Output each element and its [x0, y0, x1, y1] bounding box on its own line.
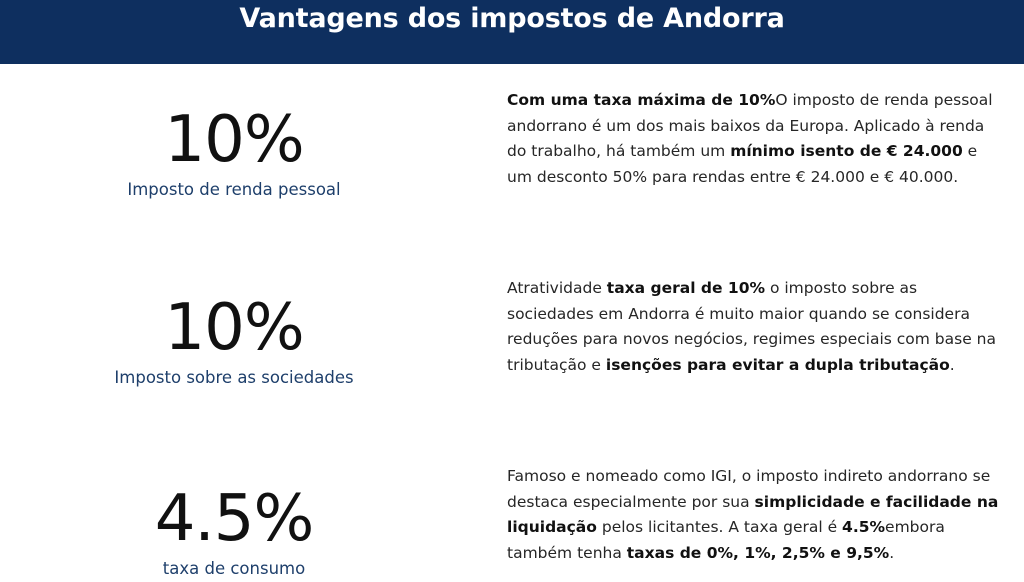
desc-segment: O imposto de renda pessoal andorrano é u…	[507, 91, 993, 160]
tax-description: Com uma taxa máxima de 10%O imposto de r…	[507, 88, 1007, 190]
desc-segment: e um desconto 50% para rendas entre € 24…	[507, 142, 978, 186]
desc-segment: .	[889, 543, 895, 562]
desc-segment: Famoso e nomeado como IGI, o imposto ind…	[507, 467, 991, 511]
stat-caption: taxa de consumo	[162, 559, 306, 578]
desc-segment: Com uma taxa máxima de 10%	[507, 91, 776, 109]
stat-value: 10%	[164, 291, 304, 365]
desc-segment: embora também tenha	[507, 518, 945, 562]
tax-description: Atratividade taxa geral de 10% o imposto…	[507, 276, 1007, 378]
desc-segment: mínimo isento de € 24.000	[730, 142, 963, 160]
desc-segment: isenções para evitar a dupla tributação	[605, 355, 950, 374]
stat-caption: Imposto de renda pessoal	[127, 180, 341, 199]
page-header: Vantagens dos impostos de Andorra	[0, 0, 1024, 64]
desc-segment: Atratividade	[507, 279, 607, 297]
tax-description: Famoso e nomeado como IGI, o imposto ind…	[507, 464, 1007, 566]
page-title: Vantagens dos impostos de Andorra	[239, 3, 785, 34]
desc-segment: simplicidade e facilidade na liquidação	[507, 492, 999, 537]
desc-segment: o imposto sobre as sociedades em Andorra…	[507, 279, 996, 374]
desc-segment: taxas de 0%, 1%, 2,5% e 9,5%	[626, 543, 890, 562]
desc-segment: pelos licitantes. A taxa geral é	[596, 518, 843, 536]
stat-value: 10%	[164, 103, 304, 177]
desc-segment: .	[949, 355, 955, 374]
stat-block: 10% Imposto sobre as sociedades	[14, 296, 454, 387]
stat-block: 10% Imposto de renda pessoal	[14, 108, 454, 199]
stat-caption: Imposto sobre as sociedades	[114, 368, 354, 387]
desc-segment: taxa geral de 10%	[606, 279, 766, 297]
desc-segment: 4.5%	[842, 518, 886, 536]
stat-block: 4.5% taxa de consumo	[14, 487, 454, 578]
stat-value: 4.5%	[154, 482, 315, 556]
